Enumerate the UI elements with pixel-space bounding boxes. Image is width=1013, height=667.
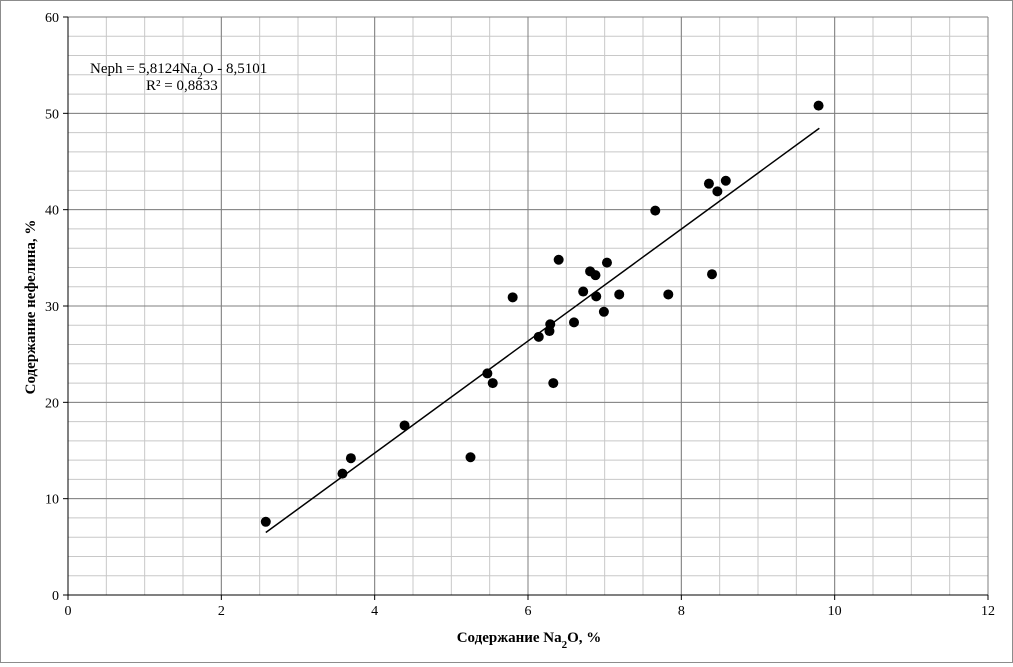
x-tick-label: 4 — [371, 604, 378, 619]
data-point — [260, 516, 271, 527]
data-point — [545, 319, 556, 330]
data-point — [533, 331, 544, 342]
data-point — [569, 317, 579, 328]
data-point — [614, 289, 625, 300]
y-axis-title: Содержание нефелина, % — [23, 220, 39, 395]
equation-suffix: O - 8,5101 — [203, 61, 268, 77]
data-point — [553, 254, 564, 265]
data-point — [813, 100, 824, 111]
x-axis-title: Содержание Na2O, % — [457, 630, 602, 651]
data-point — [399, 420, 410, 431]
y-tick-label: 0 — [52, 589, 59, 604]
equation-label: Neph = 5,8124Na2O - 8,5101 — [90, 61, 267, 82]
x-tick-label: 8 — [678, 604, 685, 619]
equation-subscript: 2 — [197, 70, 203, 82]
data-point — [507, 292, 518, 303]
data-point — [548, 378, 559, 389]
data-point — [703, 178, 714, 189]
data-points — [260, 100, 824, 527]
data-point — [578, 286, 589, 297]
x-tick-labels: 0 2 4 6 8 10 12 — [65, 604, 996, 619]
data-point — [337, 468, 348, 479]
data-point — [487, 378, 498, 389]
data-point — [601, 257, 612, 268]
y-tick-label: 10 — [45, 493, 59, 508]
y-tick-label: 30 — [45, 300, 59, 315]
x-axis-title-suffix: O, % — [567, 630, 601, 646]
trendline — [265, 127, 820, 534]
y-tick-label: 50 — [45, 107, 59, 122]
r-squared-label: R² = 0,8833 — [146, 78, 218, 94]
data-point — [465, 452, 476, 463]
x-axis-title-subscript: 2 — [562, 639, 568, 651]
data-point — [707, 269, 717, 280]
data-point — [720, 175, 731, 186]
x-axis-title-prefix: Содержание Na — [457, 630, 562, 646]
major-gridlines — [67, 16, 989, 596]
equation-prefix: Neph = 5,8124Na — [90, 61, 198, 77]
y-tick-labels: 0 10 20 30 40 50 60 — [45, 11, 59, 604]
x-tick-label: 2 — [218, 604, 225, 619]
y-tick-label: 40 — [45, 204, 59, 219]
axes — [63, 16, 989, 600]
data-point — [482, 368, 493, 379]
x-tick-label: 12 — [981, 604, 995, 619]
y-tick-label: 20 — [45, 396, 59, 411]
data-point — [590, 270, 601, 281]
y-tick-label: 60 — [45, 11, 59, 26]
data-point — [663, 289, 674, 300]
data-point — [591, 291, 602, 302]
data-point — [345, 453, 356, 464]
x-tick-label: 0 — [65, 604, 72, 619]
data-point — [598, 306, 609, 317]
x-tick-label: 6 — [525, 604, 532, 619]
x-tick-label: 10 — [828, 604, 842, 619]
data-point — [712, 186, 723, 197]
data-point — [650, 205, 661, 216]
trendline-group — [265, 127, 820, 534]
